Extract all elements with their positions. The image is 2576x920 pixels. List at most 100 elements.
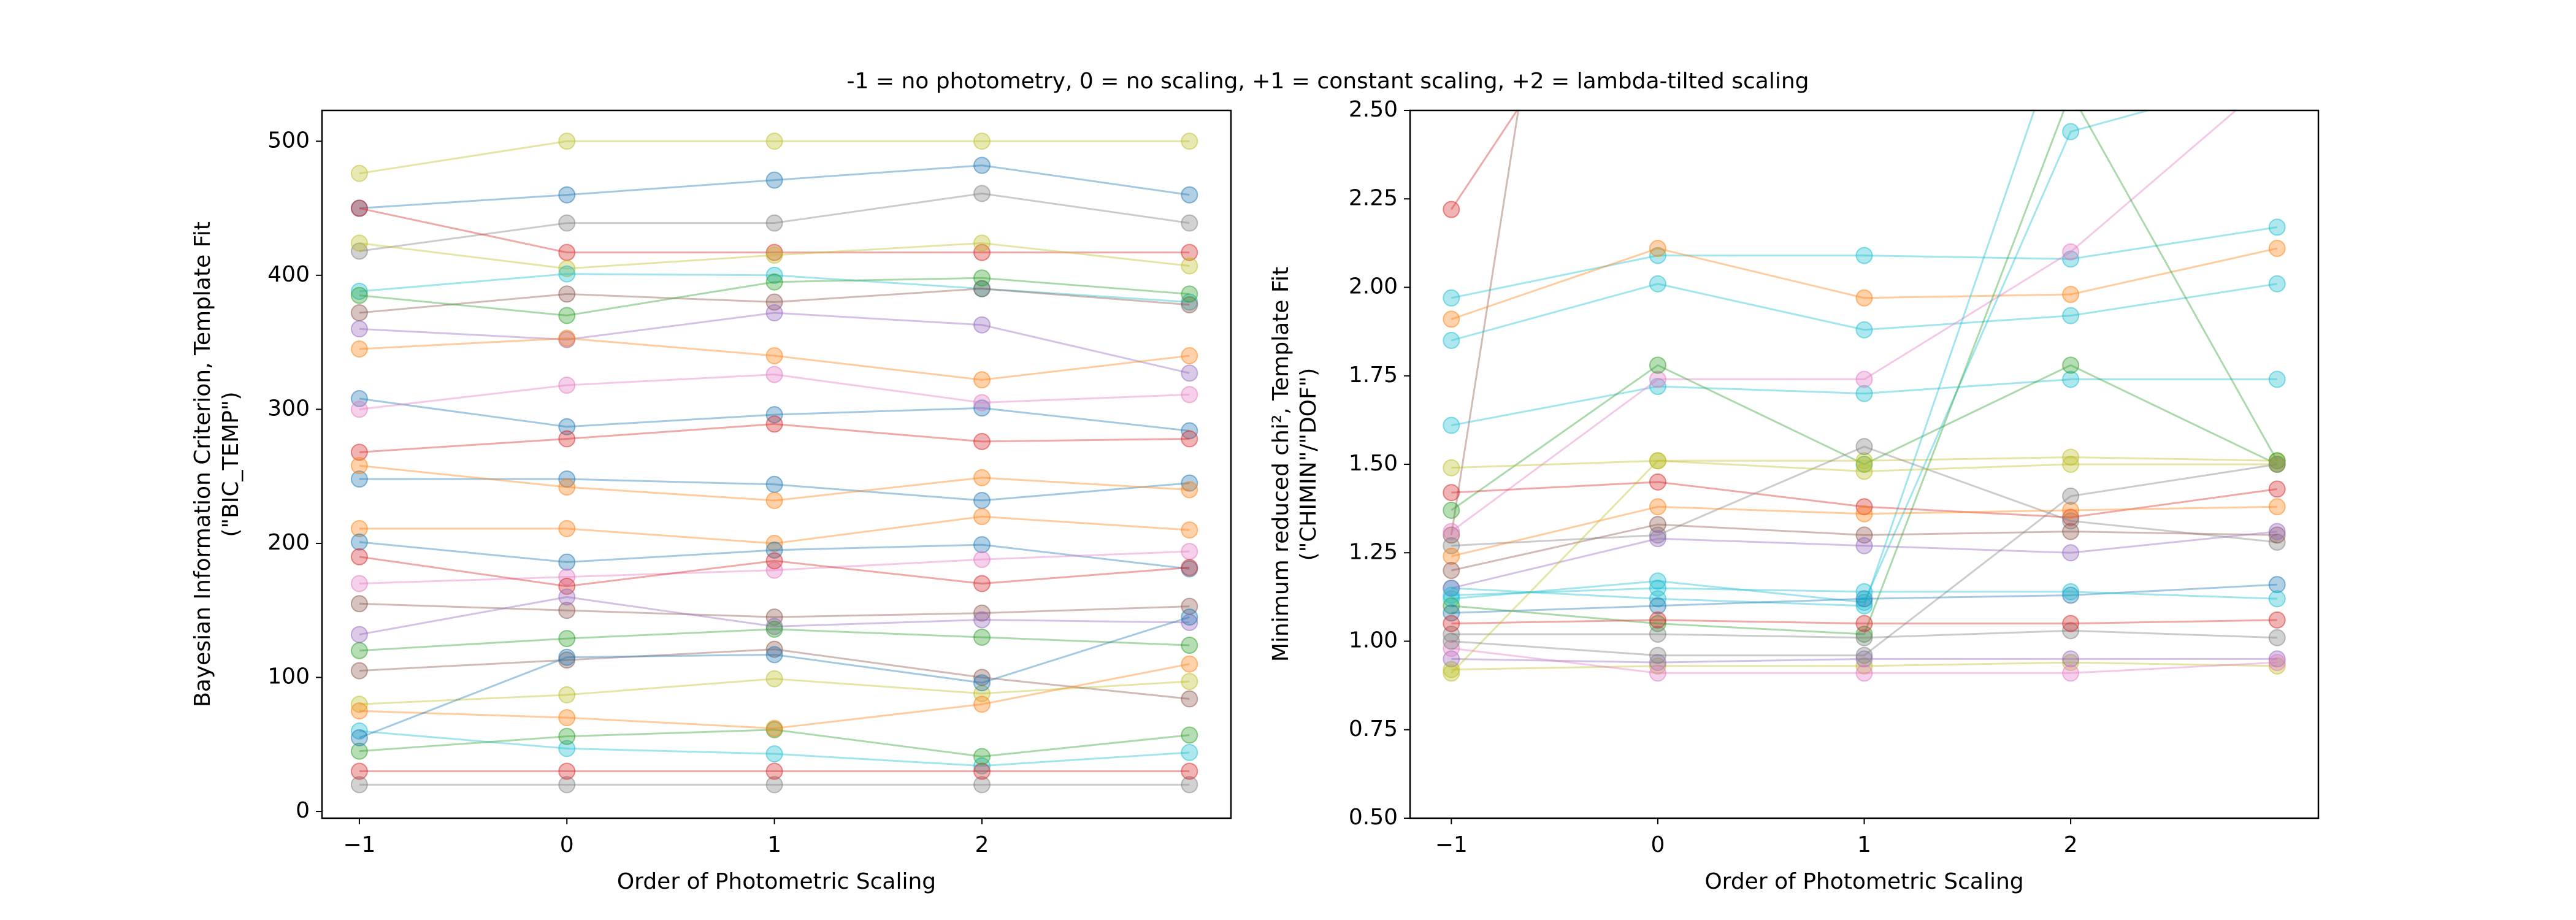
series-line [359,312,1190,374]
marker [765,762,783,780]
marker [2062,448,2080,466]
marker [558,727,576,745]
y-axis-label: ("BIC_TEMP") [218,391,243,537]
marker [1443,562,1460,580]
marker [2268,218,2286,236]
marker [1855,646,1873,664]
y-tick-label: 200 [267,530,310,555]
series-line [1451,110,2036,607]
marker [973,536,991,554]
marker [1443,502,1460,519]
figure-title: -1 = no photometry, 0 = no scaling, +1 =… [847,69,1809,94]
marker [558,377,576,394]
marker [1181,655,1198,673]
marker [1443,484,1460,502]
marker [1443,615,1460,632]
marker [2268,629,2286,646]
marker [1181,347,1198,364]
series-line [359,192,1190,252]
series-line [359,464,1190,502]
marker [765,406,783,424]
marker [350,722,368,740]
marker [2269,67,2285,83]
marker [2062,523,2080,540]
series-line [1451,445,2277,547]
series-line [359,207,1190,254]
marker [350,457,368,475]
marker [765,347,783,364]
marker [2268,654,2286,672]
marker [765,670,783,688]
marker [1855,615,1873,632]
marker [1181,726,1198,744]
series-line [359,729,1190,757]
marker [2063,85,2079,101]
marker [350,340,368,358]
marker [1855,537,1873,554]
marker [1181,285,1198,303]
marker [973,234,991,252]
marker [350,234,368,252]
marker [765,304,783,322]
marker [765,561,783,579]
y-tick-label: 1.00 [1349,628,1398,653]
marker [973,243,991,261]
marker [1181,474,1198,492]
marker [765,132,783,150]
marker [1649,240,1666,258]
series-line [1451,283,2277,342]
series-line [359,288,1190,314]
marker [1855,583,1873,600]
marker [765,366,783,383]
marker [973,674,991,692]
marker [1855,505,1873,523]
series-line [1451,456,2277,469]
marker [1649,611,1666,629]
marker [558,243,576,261]
marker [1855,462,1873,480]
marker [973,132,991,150]
marker [1649,356,1666,374]
marker [558,285,576,303]
marker [1649,664,1666,682]
series-line [1451,481,2277,519]
marker [1649,579,1666,597]
marker [2062,664,2080,682]
marker [2268,576,2286,594]
marker [558,762,576,780]
marker [973,604,991,622]
x-tick-label: 2 [2064,832,2078,857]
series-line [1451,110,2237,532]
series-line [1451,110,2278,635]
marker [2062,250,2080,268]
marker [1181,364,1198,382]
marker [350,533,368,551]
marker [1649,530,1666,548]
marker [558,418,576,435]
series-line [359,397,1190,432]
marker [2062,307,2080,324]
x-tick-label: 0 [560,832,574,857]
marker [350,519,368,537]
y-tick-label: 500 [267,128,310,153]
marker [2062,583,2080,600]
marker [973,776,991,794]
marker [350,199,368,217]
y-tick-label: 2.25 [1349,185,1398,210]
marker [558,214,576,232]
marker [1181,690,1198,708]
marker [2062,243,2080,261]
marker [765,214,783,232]
marker [350,742,368,760]
marker [1443,332,1460,350]
x-tick-label: −1 [343,832,375,857]
marker [1855,438,1873,456]
y-axis-label: Minimum reduced chi², Template Fit [1268,267,1294,662]
marker [1443,548,1460,565]
series-line [1451,364,2278,512]
marker [973,399,991,417]
marker [350,401,368,418]
y-tick-label: 1.75 [1349,362,1398,388]
marker [1181,481,1198,499]
marker [2062,650,2080,668]
